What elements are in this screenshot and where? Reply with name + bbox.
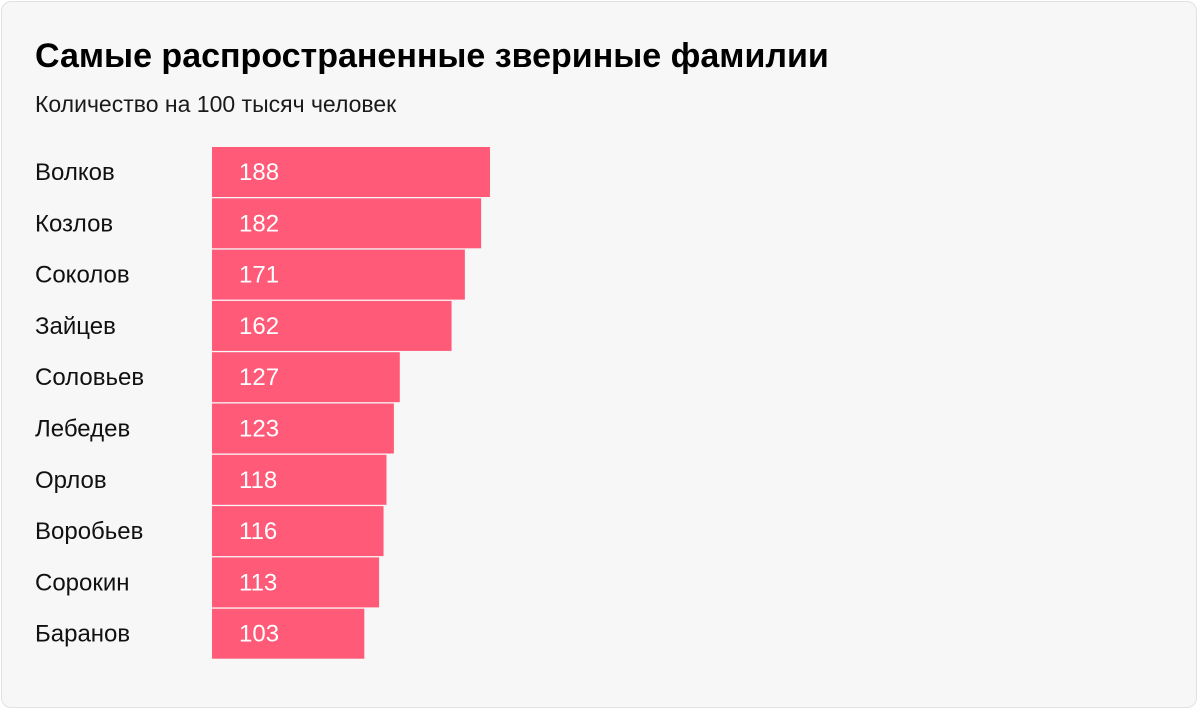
category-label: Орлов [35,467,107,494]
value-label: 116 [239,518,277,545]
bar-2 [212,198,482,249]
bar-9 [212,557,380,608]
value-label: 182 [239,210,279,237]
value-label: 113 [239,569,277,596]
value-label: 127 [239,364,279,391]
category-label: Козлов [35,210,113,237]
category-label: Волков [35,159,115,186]
chart-title: Самые распространенные звериные фамилии [35,37,829,75]
value-label: 103 [239,621,279,648]
category-label: Баранов [35,621,130,648]
category-label: Соловьев [35,364,144,391]
bar-5 [212,352,400,403]
category-label: Соколов [35,262,130,289]
bar-3 [212,249,465,300]
value-label: 162 [239,313,279,340]
bar-8 [212,506,384,557]
bar-1 [212,147,490,197]
chart-subtitle: Количество на 100 тысяч человек [35,91,397,117]
category-label: Воробьев [35,518,143,545]
value-label: 118 [239,467,277,494]
category-label: Зайцев [35,313,116,340]
bar-7 [212,454,387,505]
bar-4 [212,300,452,351]
value-label: 123 [239,416,279,443]
value-label: 171 [239,262,279,289]
bar-10 [212,608,365,659]
category-label: Лебедев [35,416,130,443]
bar-6 [212,403,394,454]
category-label: Сорокин [35,569,130,596]
value-label: 188 [239,159,279,186]
